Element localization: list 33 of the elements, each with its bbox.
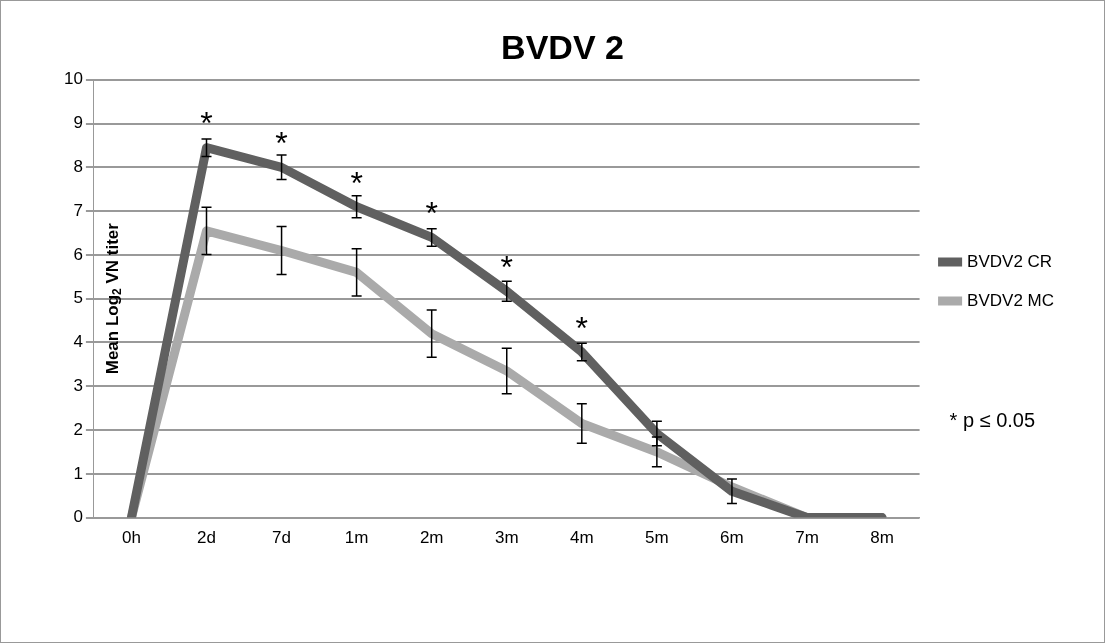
y-tick-label: 2 [73, 419, 83, 439]
y-tick-label: 5 [73, 288, 83, 308]
x-tick-label: 4m [570, 528, 594, 548]
y-tick-label: 9 [73, 113, 83, 133]
y-tick-label: 3 [73, 375, 83, 395]
annotation: * [350, 164, 363, 201]
y-tick-label: 6 [73, 244, 83, 264]
legend-label: BVDV2 CR [967, 251, 1053, 271]
y-tick-label: 8 [73, 157, 83, 177]
x-tick-label: 8m [870, 528, 894, 548]
x-tick-label: 5m [645, 528, 669, 548]
x-tick-label: 1m [344, 528, 369, 548]
y-tick-label: 10 [63, 69, 83, 89]
text: * p ≤ 0.05 [949, 408, 1036, 431]
x-tick-label: 0h [121, 528, 141, 548]
annotation: * [500, 249, 513, 286]
y-tick-label: 1 [73, 463, 83, 483]
x-tick-label: 2d [197, 528, 216, 548]
x-tick-label: 7d [272, 528, 292, 548]
y-tick-label: 4 [73, 332, 83, 352]
annotation: * [425, 195, 438, 232]
x-tick-label: 6m [720, 528, 744, 548]
y-axis-title: Mean Log2 VN titer [102, 222, 125, 375]
y-tick-label: 7 [73, 200, 83, 220]
annotation: * [200, 105, 213, 142]
x-tick-label: 7m [795, 528, 819, 548]
chart-title: BVDV 2 [501, 27, 624, 66]
x-tick-label: 2m [419, 528, 444, 548]
y-tick-label: 0 [73, 507, 83, 527]
annotation: * [275, 125, 288, 162]
annotation: * [575, 309, 589, 346]
x-tick-label: 3m [494, 528, 519, 548]
legend-label: BVDV2 MC [967, 290, 1055, 310]
